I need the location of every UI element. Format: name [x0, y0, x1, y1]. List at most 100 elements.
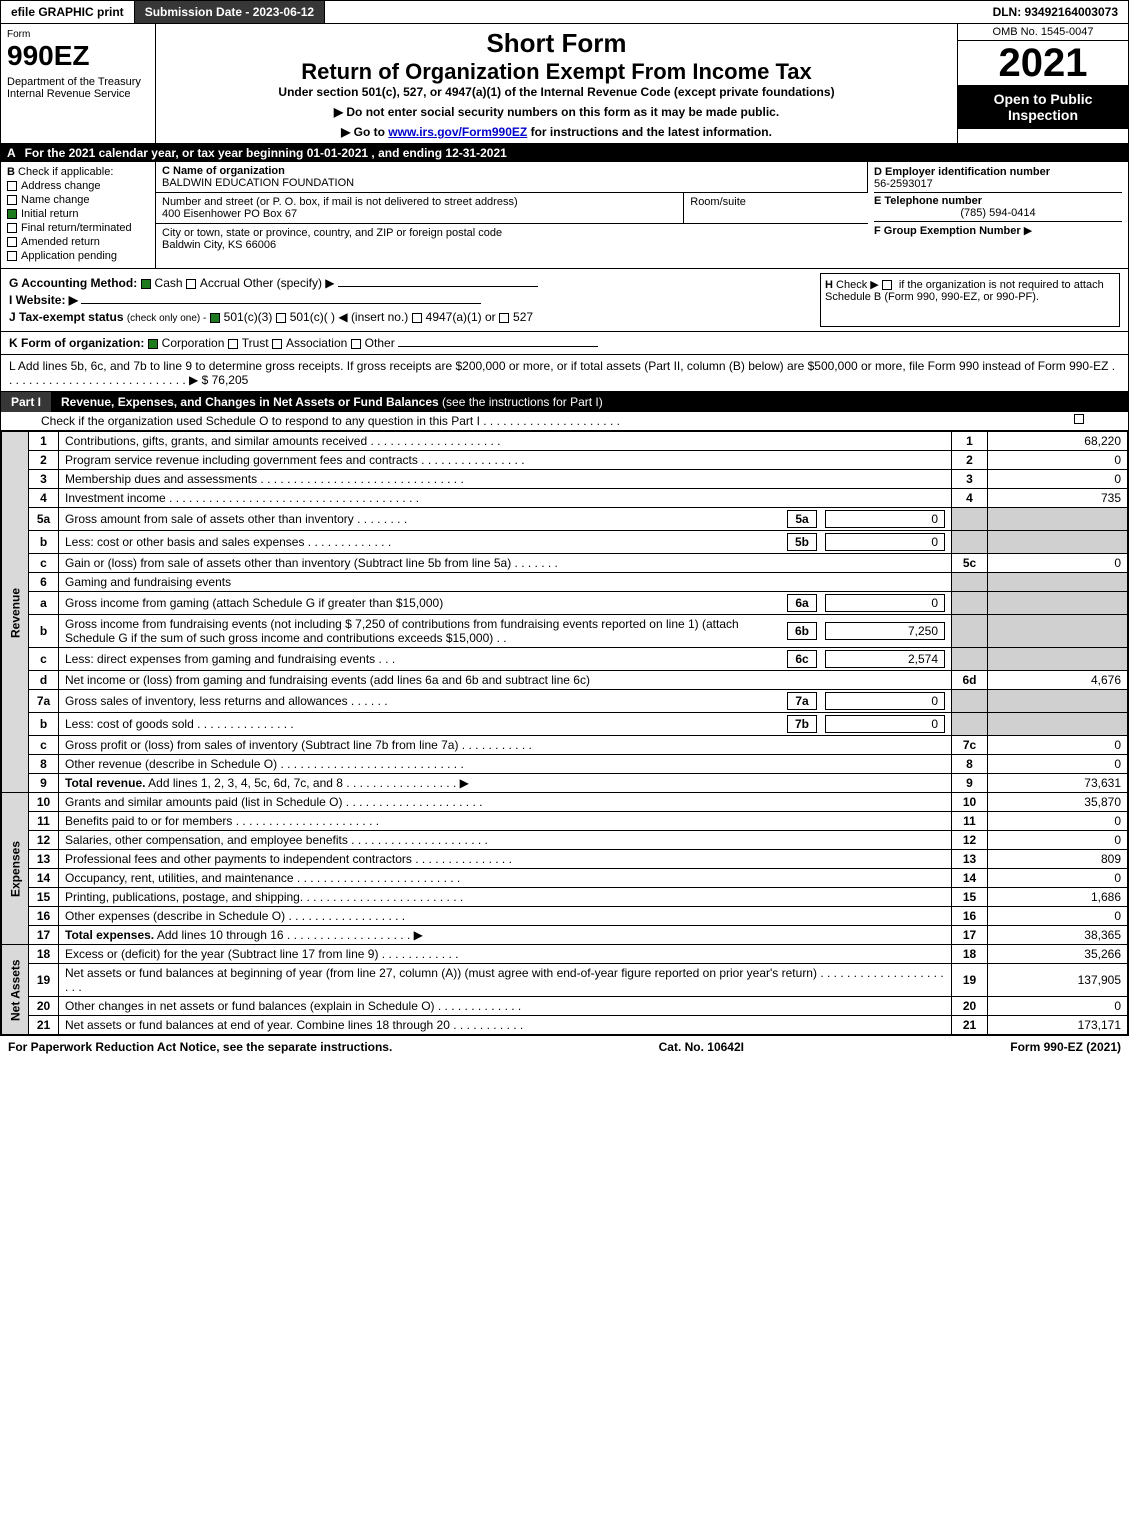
shaded-cell [988, 592, 1128, 615]
b-label: B [7, 166, 15, 178]
table-row: 21Net assets or fund balances at end of … [2, 1016, 1128, 1035]
501c-checkbox[interactable] [276, 313, 286, 323]
table-row: aGross income from gaming (attach Schedu… [2, 592, 1128, 615]
schedule-o-checkbox[interactable] [1074, 414, 1084, 424]
table-row: 20Other changes in net assets or fund ba… [2, 997, 1128, 1016]
submission-date-button[interactable]: Submission Date - 2023-06-12 [135, 1, 325, 23]
right-line-number: 7c [952, 736, 988, 755]
right-line-number: 11 [952, 812, 988, 831]
line-number: c [29, 648, 59, 671]
corp-checkbox[interactable] [148, 339, 158, 349]
line-description: Gain or (loss) from sale of assets other… [59, 554, 952, 573]
line-description: Contributions, gifts, grants, and simila… [59, 432, 952, 451]
shaded-cell [952, 508, 988, 531]
amount-cell: 35,266 [988, 945, 1128, 964]
right-line-number: 15 [952, 888, 988, 907]
table-row: 11Benefits paid to or for members . . . … [2, 812, 1128, 831]
line-number: 2 [29, 451, 59, 470]
org-name: BALDWIN EDUCATION FOUNDATION [162, 177, 354, 189]
shaded-cell [952, 573, 988, 592]
line-number: 21 [29, 1016, 59, 1035]
other-org-field[interactable] [398, 346, 598, 347]
right-line-number: 20 [952, 997, 988, 1016]
amount-cell: 0 [988, 812, 1128, 831]
h-label: H [825, 279, 833, 291]
line-description: Program service revenue including govern… [59, 451, 952, 470]
other-label: Other (specify) ▶ [243, 276, 334, 290]
table-row: bLess: cost of goods sold . . . . . . . … [2, 713, 1128, 736]
checkbox-option: Address change [7, 180, 149, 192]
amount-cell: 173,171 [988, 1016, 1128, 1035]
table-row: cLess: direct expenses from gaming and f… [2, 648, 1128, 671]
schedule-b-checkbox[interactable] [882, 280, 892, 290]
ssn-warning: ▶ Do not enter social security numbers o… [164, 105, 949, 119]
checkbox[interactable] [7, 209, 17, 219]
right-line-number: 4 [952, 489, 988, 508]
line-number: 15 [29, 888, 59, 907]
table-row: 5aGross amount from sale of assets other… [2, 508, 1128, 531]
j-note: (check only one) - [127, 313, 206, 324]
section-bcd-row: B Check if applicable: Address changeNam… [1, 162, 1128, 269]
shaded-cell [988, 531, 1128, 554]
line-g: G Accounting Method: Cash Accrual Other … [9, 276, 820, 290]
checkbox[interactable] [7, 223, 17, 233]
line-description: Total revenue. Add lines 1, 2, 3, 4, 5c,… [59, 774, 952, 793]
checkbox-label: Application pending [21, 250, 117, 262]
checkbox-option: Application pending [7, 250, 149, 262]
assoc-checkbox[interactable] [272, 339, 282, 349]
right-line-number: 19 [952, 964, 988, 997]
table-row: 14Occupancy, rent, utilities, and mainte… [2, 869, 1128, 888]
line-description: Salaries, other compensation, and employ… [59, 831, 952, 850]
irs-link[interactable]: www.irs.gov/Form990EZ [388, 125, 527, 139]
trust-checkbox[interactable] [228, 339, 238, 349]
right-line-number: 6d [952, 671, 988, 690]
shaded-cell [988, 690, 1128, 713]
amount-cell: 0 [988, 831, 1128, 850]
line-number: 5a [29, 508, 59, 531]
cash-label: Cash [155, 276, 183, 290]
line-number: 19 [29, 964, 59, 997]
inline-box-value: 0 [825, 715, 945, 733]
checkbox-label: Final return/terminated [21, 222, 132, 234]
amount-cell: 137,905 [988, 964, 1128, 997]
checkbox[interactable] [7, 195, 17, 205]
527-checkbox[interactable] [499, 313, 509, 323]
table-row: 3Membership dues and assessments . . . .… [2, 470, 1128, 489]
4947-checkbox[interactable] [412, 313, 422, 323]
efile-print-button[interactable]: efile GRAPHIC print [1, 1, 135, 23]
501c3-checkbox[interactable] [210, 313, 220, 323]
section-g-to-l: G Accounting Method: Cash Accrual Other … [1, 269, 1128, 332]
table-row: 15Printing, publications, postage, and s… [2, 888, 1128, 907]
l-text: L Add lines 5b, 6c, and 7b to line 9 to … [9, 359, 1115, 387]
inspection-badge: Open to Public Inspection [958, 85, 1128, 129]
shaded-cell [988, 713, 1128, 736]
department-label: Department of the Treasury Internal Reve… [7, 76, 149, 100]
section-a-bar: A For the 2021 calendar year, or tax yea… [1, 144, 1128, 162]
line-description: Gaming and fundraising events [59, 573, 952, 592]
table-row: 2Program service revenue including gover… [2, 451, 1128, 470]
amount-cell: 73,631 [988, 774, 1128, 793]
amount-cell: 0 [988, 755, 1128, 774]
line-description: Net assets or fund balances at beginning… [59, 964, 952, 997]
short-form-title: Short Form [164, 28, 949, 59]
other-org-checkbox[interactable] [351, 339, 361, 349]
table-row: 4Investment income . . . . . . . . . . .… [2, 489, 1128, 508]
line-number: c [29, 554, 59, 573]
checkbox[interactable] [7, 237, 17, 247]
table-row: cGross profit or (loss) from sales of in… [2, 736, 1128, 755]
form-id-block: Form 990EZ Department of the Treasury In… [1, 24, 156, 143]
inline-box-value: 0 [825, 692, 945, 710]
cash-checkbox[interactable] [141, 279, 151, 289]
g-label: G Accounting Method: [9, 276, 137, 290]
amount-cell: 35,870 [988, 793, 1128, 812]
website-field[interactable] [81, 303, 481, 304]
line-description: Gross income from fundraising events (no… [59, 615, 952, 648]
accrual-checkbox[interactable] [186, 279, 196, 289]
section-c: C Name of organization BALDWIN EDUCATION… [156, 162, 868, 268]
telephone: (785) 594-0414 [874, 207, 1122, 219]
inline-box-value: 7,250 [825, 622, 945, 640]
city-state-zip: Baldwin City, KS 66006 [162, 239, 276, 251]
checkbox[interactable] [7, 251, 17, 261]
checkbox[interactable] [7, 181, 17, 191]
other-specify-field[interactable] [338, 286, 538, 287]
